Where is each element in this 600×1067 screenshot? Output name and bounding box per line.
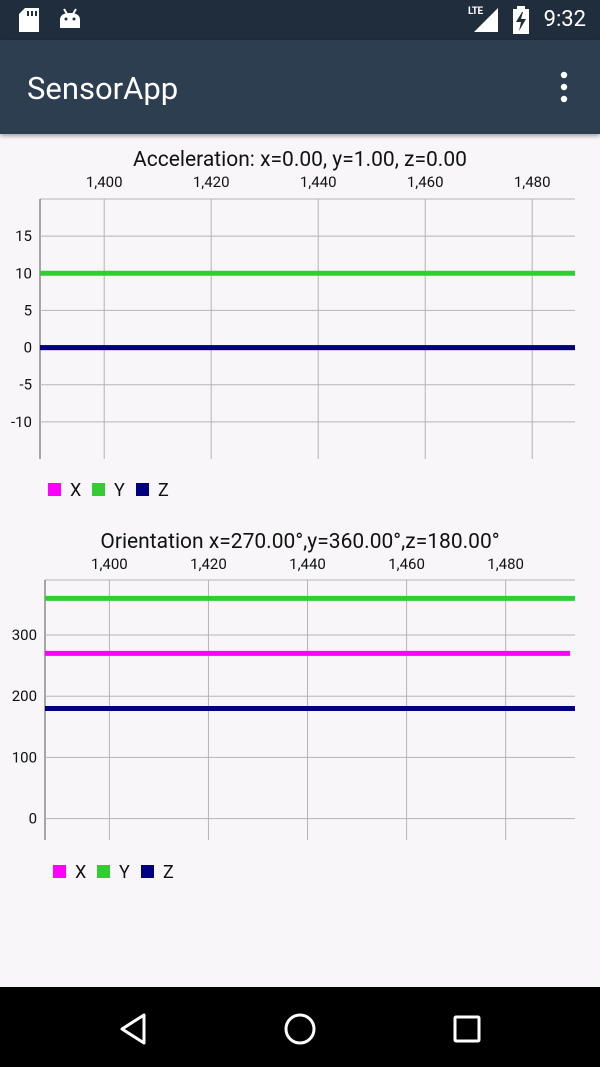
x-tick-label: 1,400	[91, 555, 128, 573]
x-tick-label: 1,460	[407, 173, 444, 191]
legend-swatch-x	[48, 483, 61, 496]
recents-button[interactable]	[447, 1009, 487, 1049]
y-tick-label: 5	[24, 301, 32, 319]
y-tick-label: -5	[19, 376, 32, 394]
legend-label-y: Y	[114, 480, 125, 501]
sd-card-icon	[19, 8, 39, 32]
legend-swatch-z	[141, 865, 154, 878]
x-tick-label: 1,400	[86, 173, 123, 191]
more-options-button[interactable]	[550, 70, 578, 106]
recents-icon	[453, 1015, 481, 1043]
home-button[interactable]	[280, 1009, 320, 1049]
battery-charging-icon	[513, 6, 529, 34]
chart-title: Acceleration: x=0.00, y=1.00, z=0.00	[133, 148, 467, 172]
x-tick-label: 1,440	[289, 555, 326, 573]
network-type-label: LTE	[468, 6, 483, 17]
y-tick-label: -10	[11, 413, 32, 431]
y-tick-label: 100	[12, 748, 37, 766]
status-bar: LTE 9:32	[0, 0, 600, 40]
y-tick-label: 10	[15, 264, 32, 282]
legend-label-x: X	[70, 480, 81, 501]
acceleration-chart: Acceleration: x=0.00, y=1.00, z=0.00 1,40…	[11, 148, 575, 501]
home-icon	[284, 1013, 316, 1045]
legend-swatch-z	[136, 483, 149, 496]
x-tick-label: 1,480	[487, 555, 524, 573]
y-tick-label: 300	[12, 626, 37, 644]
app-bar: SensorApp	[0, 40, 600, 134]
x-tick-label: 1,420	[190, 555, 227, 573]
legend-label-z: Z	[158, 480, 169, 501]
y-tick-label: 0	[24, 339, 32, 357]
y-tick-label: 0	[29, 810, 37, 828]
x-tick-label: 1,440	[300, 173, 337, 191]
legend-swatch-y	[92, 483, 105, 496]
y-tick-label: 200	[12, 687, 37, 705]
y-tick-label: 15	[15, 227, 32, 245]
back-button[interactable]	[114, 1009, 154, 1049]
navigation-bar	[0, 987, 600, 1067]
x-tick-label: 1,460	[388, 555, 425, 573]
legend-swatch-x	[53, 865, 66, 878]
x-tick-label: 1,480	[514, 173, 551, 191]
lte-signal-icon	[474, 8, 498, 32]
x-tick-label: 1,420	[193, 173, 230, 191]
clock: 9:32	[543, 7, 586, 32]
orientation-chart: Orientation x=270.00°,y=360.00°,z=180.00…	[12, 530, 575, 883]
legend-label-z: Z	[163, 862, 174, 883]
app-title: SensorApp	[27, 70, 179, 107]
back-icon	[120, 1013, 146, 1045]
android-icon	[60, 8, 80, 28]
legend-label-y: Y	[119, 862, 130, 883]
legend-label-x: X	[75, 862, 86, 883]
more-vert-icon	[560, 71, 568, 103]
legend-swatch-y	[97, 865, 110, 878]
chart-title: Orientation x=270.00°,y=360.00°,z=180.00…	[100, 530, 499, 554]
